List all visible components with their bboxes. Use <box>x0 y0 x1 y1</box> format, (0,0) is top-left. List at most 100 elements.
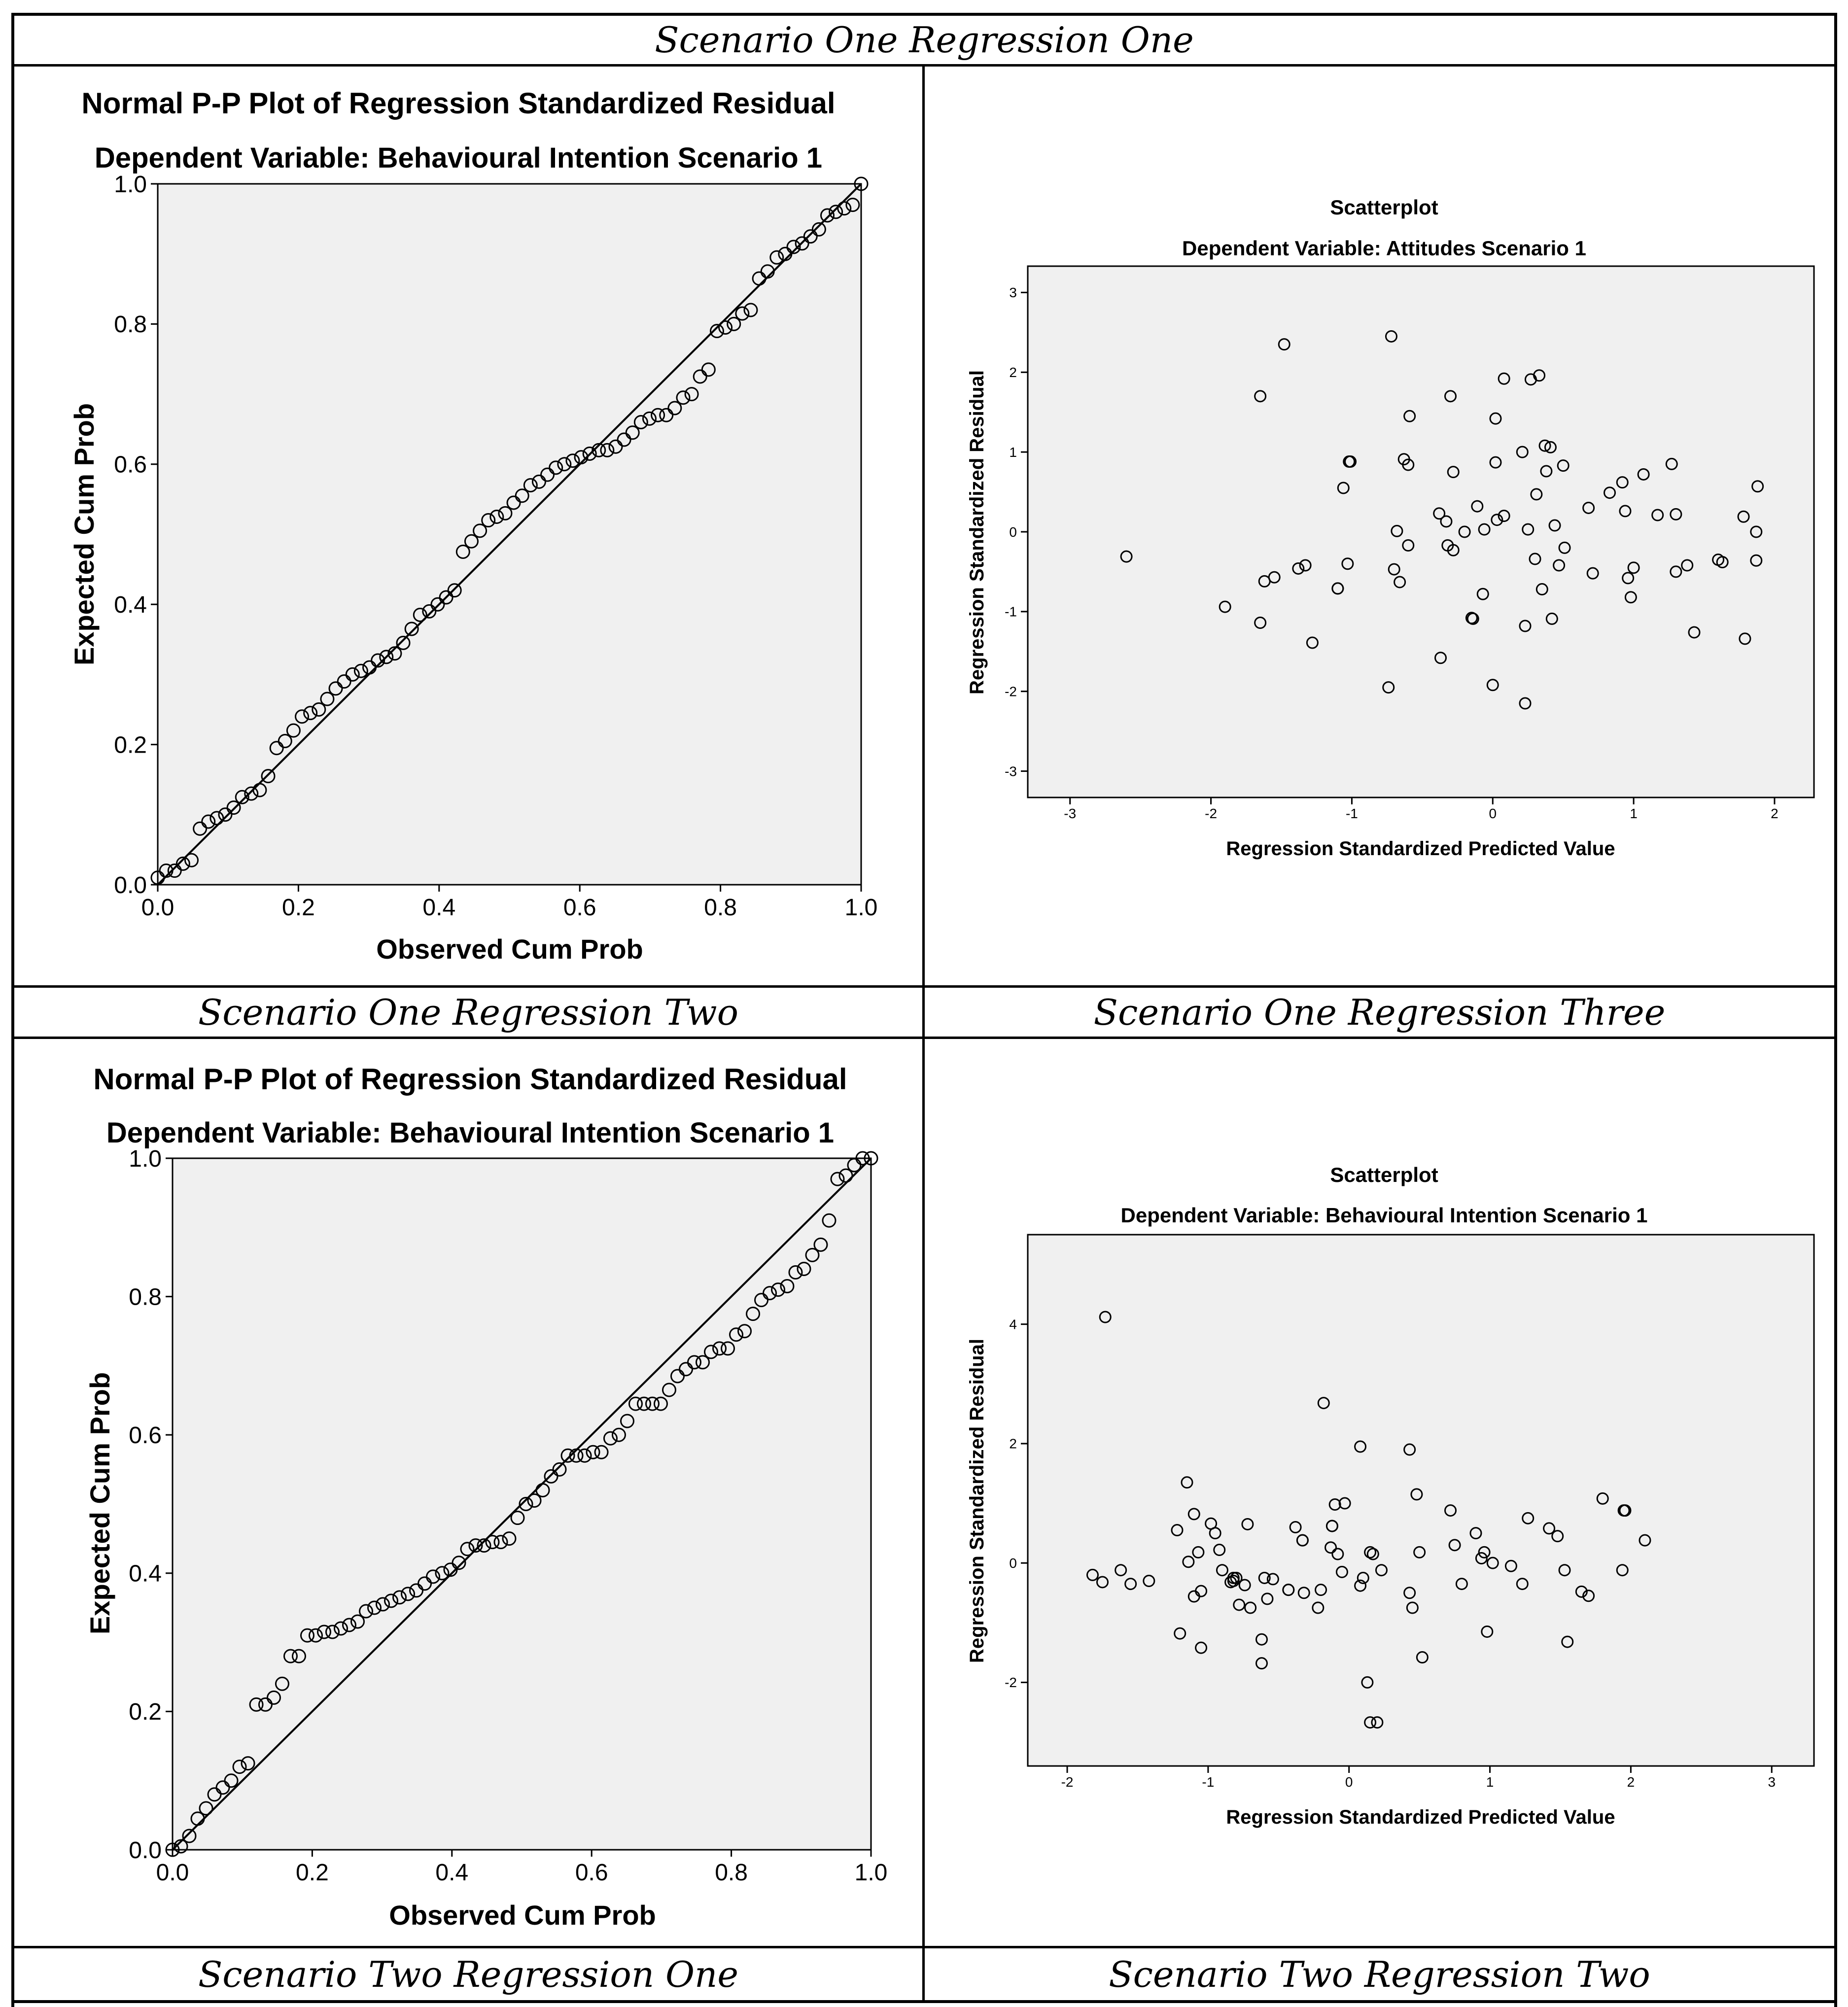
data-point <box>1604 486 1616 499</box>
data-point <box>1447 466 1460 479</box>
data-point <box>729 1327 744 1342</box>
data-point <box>754 1293 769 1308</box>
x-tick-label: 0 <box>1345 1774 1353 1790</box>
data-point <box>269 741 284 756</box>
data-point <box>1448 1539 1461 1552</box>
y-tick-label: 0.8 <box>129 1284 162 1310</box>
data-point <box>565 453 580 468</box>
data-point <box>864 1151 878 1166</box>
data-point <box>506 495 521 510</box>
data-point <box>345 667 360 682</box>
data-point <box>481 513 496 528</box>
data-point <box>1596 1492 1609 1505</box>
data-point <box>1388 563 1400 576</box>
data-point <box>820 208 835 223</box>
data-point <box>582 446 597 461</box>
data-point <box>1375 1564 1388 1577</box>
y-axis-label: Expected Cum Prob <box>84 1372 115 1634</box>
data-point <box>1403 1443 1416 1456</box>
data-point <box>662 1383 676 1397</box>
data-point <box>258 1697 273 1712</box>
data-point <box>1670 565 1682 578</box>
y-tick-label: 2 <box>1009 365 1017 380</box>
data-point <box>704 1345 719 1359</box>
data-point <box>1266 1573 1279 1586</box>
data-point <box>701 362 716 377</box>
data-point <box>1268 571 1281 584</box>
data-point <box>167 864 182 878</box>
data-point <box>1440 515 1453 528</box>
reference-line <box>157 183 862 886</box>
y-tick-label: 1.0 <box>129 1146 162 1172</box>
data-point <box>452 1556 466 1570</box>
data-point <box>498 506 513 520</box>
data-point <box>443 1562 458 1577</box>
data-point <box>1444 1504 1457 1517</box>
data-point <box>1543 1522 1556 1535</box>
data-point <box>1406 1601 1419 1614</box>
x-tick-label: -2 <box>1061 1774 1074 1790</box>
x-axis-label: Observed Cum Prob <box>376 934 643 965</box>
data-point <box>1410 1488 1423 1501</box>
data-point <box>278 733 292 748</box>
data-point <box>574 450 589 465</box>
data-point <box>712 1341 727 1356</box>
data-point <box>1558 1564 1571 1577</box>
column-divider <box>922 64 925 2001</box>
data-point <box>1575 1585 1588 1598</box>
data-point <box>1447 544 1460 556</box>
data-point <box>1586 567 1599 580</box>
data-point <box>778 246 793 261</box>
data-point <box>560 1448 575 1463</box>
data-point <box>396 635 411 650</box>
data-point <box>1739 632 1751 645</box>
data-point <box>1192 1546 1205 1558</box>
data-point <box>1216 1564 1228 1577</box>
data-point <box>1402 458 1415 471</box>
data-point <box>1238 1579 1251 1592</box>
table-border-left <box>11 13 14 2007</box>
data-point <box>413 608 427 623</box>
data-point <box>409 1583 424 1598</box>
pp-plot-chart-3: Normal P-P Plot of Regression Standardiz… <box>84 1063 887 1931</box>
y-tick-label: 2 <box>1009 1436 1017 1452</box>
data-point <box>1622 572 1635 585</box>
x-tick-label: 3 <box>1768 1774 1776 1790</box>
data-point <box>678 1362 693 1377</box>
table-border-right <box>1834 13 1837 2007</box>
data-point <box>552 1462 567 1477</box>
chart-subtitle: Dependent Variable: Behavioural Intentio… <box>95 142 822 174</box>
data-point <box>1478 1546 1491 1558</box>
data-point <box>1540 465 1553 478</box>
data-point <box>1553 559 1566 572</box>
y-tick-label: 0 <box>1009 524 1017 540</box>
data-point <box>333 1621 348 1636</box>
data-point <box>515 488 529 503</box>
x-axis-label: Observed Cum Prob <box>389 1900 656 1931</box>
chart-subtitle: Dependent Variable: Attitudes Scenario 1 <box>1182 237 1586 260</box>
data-point <box>611 1427 626 1442</box>
data-point <box>603 1431 618 1446</box>
data-point <box>1361 1676 1374 1689</box>
y-tick-label: 0.6 <box>114 452 147 478</box>
data-point <box>811 222 826 237</box>
points <box>1120 330 1764 710</box>
data-point <box>1354 1579 1367 1592</box>
data-point <box>1458 525 1471 538</box>
y-tick-label: 0.4 <box>129 1561 162 1587</box>
data-point <box>1519 620 1532 632</box>
data-point <box>1619 505 1632 518</box>
data-point <box>295 709 310 724</box>
data-point <box>209 811 224 826</box>
data-point <box>1530 488 1543 501</box>
data-point <box>625 425 640 440</box>
data-point <box>252 783 267 797</box>
data-point <box>735 306 750 321</box>
data-point <box>215 1780 230 1795</box>
data-point <box>1385 330 1397 343</box>
data-point <box>1403 410 1416 422</box>
data-point <box>1434 652 1447 664</box>
points <box>150 176 869 885</box>
scatterplot-chart-2: Scatterplot Dependent Variable: Attitude… <box>966 196 1815 860</box>
data-point <box>510 1511 525 1525</box>
